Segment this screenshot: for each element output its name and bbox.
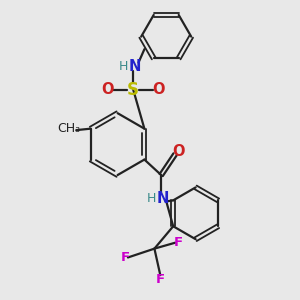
Text: O: O xyxy=(153,82,165,97)
Text: S: S xyxy=(127,81,139,99)
Text: N: N xyxy=(157,191,169,206)
Text: O: O xyxy=(101,82,114,97)
Text: F: F xyxy=(120,251,130,264)
Text: CH₃: CH₃ xyxy=(58,122,81,135)
Text: F: F xyxy=(156,273,165,286)
Text: O: O xyxy=(172,144,185,159)
Text: H: H xyxy=(119,60,128,73)
Text: N: N xyxy=(128,58,141,74)
Text: F: F xyxy=(173,236,182,249)
Text: H: H xyxy=(147,192,157,205)
